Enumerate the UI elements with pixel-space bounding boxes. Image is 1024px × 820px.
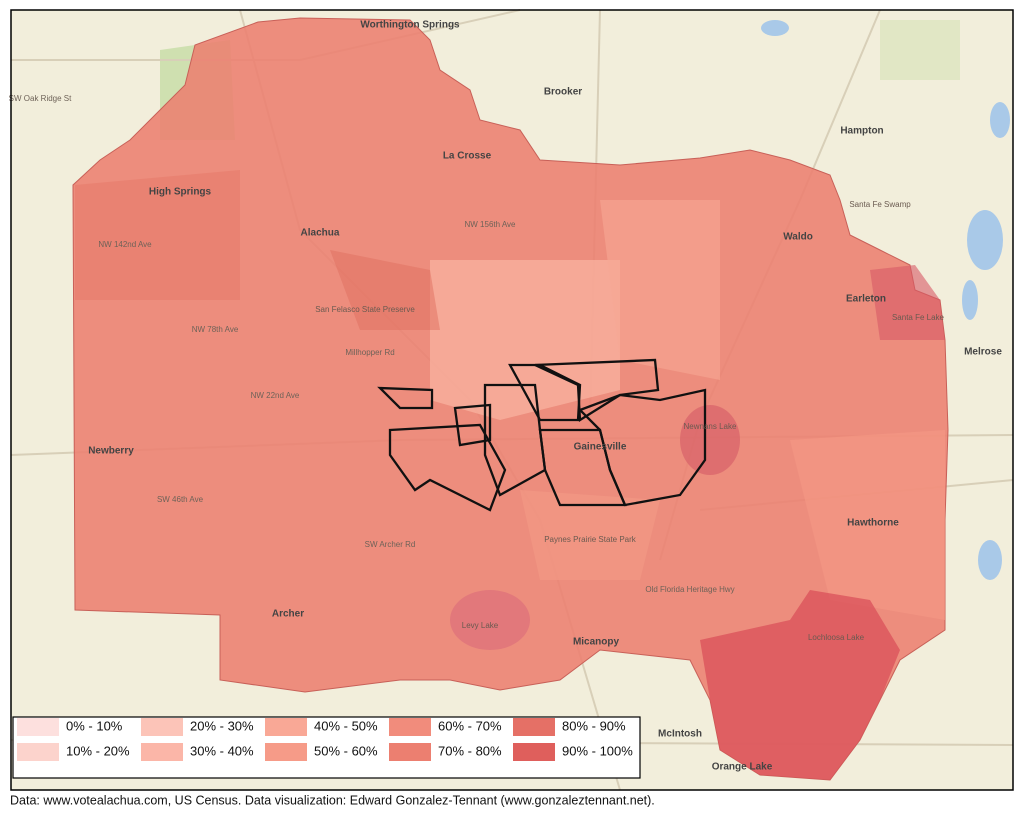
road-label: NW 22nd Ave — [251, 391, 300, 400]
road-label: Old Florida Heritage Hwy — [645, 585, 734, 594]
town-label: Newberry — [88, 446, 134, 457]
town-label: Brooker — [544, 87, 582, 98]
town-label: Micanopy — [573, 637, 620, 648]
legend-swatch — [17, 718, 59, 736]
feature-label: Lochloosa Lake — [808, 633, 865, 642]
road-label: NW 142nd Ave — [98, 240, 152, 249]
town-label: Waldo — [783, 232, 813, 243]
shading — [75, 170, 945, 780]
town-label: Worthington Springs — [360, 20, 460, 31]
credit: Data: www.votealachua.com, US Census. Da… — [10, 793, 655, 807]
legend-swatch — [513, 743, 555, 761]
legend-swatch — [17, 743, 59, 761]
road-label: SW Oak Ridge St — [9, 94, 72, 103]
town-label: McIntosh — [658, 729, 702, 740]
road-label: SW Archer Rd — [365, 540, 416, 549]
feature-label: Paynes Prairie State Park — [544, 535, 637, 544]
town-label: La Crosse — [443, 151, 492, 162]
town-label: Gainesville — [574, 442, 627, 453]
legend-swatch — [141, 743, 183, 761]
road-label: NW 78th Ave — [192, 325, 239, 334]
road-label: SW 46th Ave — [157, 495, 204, 504]
town-label: Archer — [272, 609, 304, 620]
legend-swatch — [389, 718, 431, 736]
town-label: Hampton — [840, 126, 883, 137]
town-label: Alachua — [301, 228, 340, 239]
legend-label: 60% - 70% — [438, 718, 502, 733]
legend-swatch — [265, 743, 307, 761]
town-label: High Springs — [149, 187, 212, 198]
legend-swatch — [265, 718, 307, 736]
feature-label: San Felasco State Preserve — [315, 305, 415, 314]
precincts — [377, 358, 707, 512]
town-label: Earleton — [846, 294, 886, 305]
town-label: Melrose — [964, 347, 1002, 358]
legend-label: 50% - 60% — [314, 743, 378, 758]
road-label: NW 156th Ave — [465, 220, 517, 229]
legend-label: 70% - 80% — [438, 743, 502, 758]
legend-swatch — [513, 718, 555, 736]
feature-label: Levy Lake — [462, 621, 499, 630]
feature-label: Newnans Lake — [684, 422, 737, 431]
legend-label: 40% - 50% — [314, 718, 378, 733]
water — [761, 20, 1010, 580]
legend-label: 90% - 100% — [562, 743, 633, 758]
town-label: Orange Lake — [712, 762, 773, 773]
feature-label: Santa Fe Lake — [892, 313, 945, 322]
legend-label: 10% - 20% — [66, 743, 130, 758]
legend-label: 30% - 40% — [190, 743, 254, 758]
legend-label: 0% - 10% — [66, 718, 123, 733]
legend-swatch — [141, 718, 183, 736]
legend-label: 20% - 30% — [190, 718, 254, 733]
legend-swatch — [389, 743, 431, 761]
legend: 0% - 10% 10% - 20% 20% - 30% 30% - 40% 40% -… — [12, 716, 641, 779]
road-label: Millhopper Rd — [345, 348, 394, 357]
map-frame — [10, 9, 1014, 791]
town-label: Hawthorne — [847, 518, 899, 529]
legend-label: 80% - 90% — [562, 718, 626, 733]
feature-label: Santa Fe Swamp — [849, 200, 911, 209]
